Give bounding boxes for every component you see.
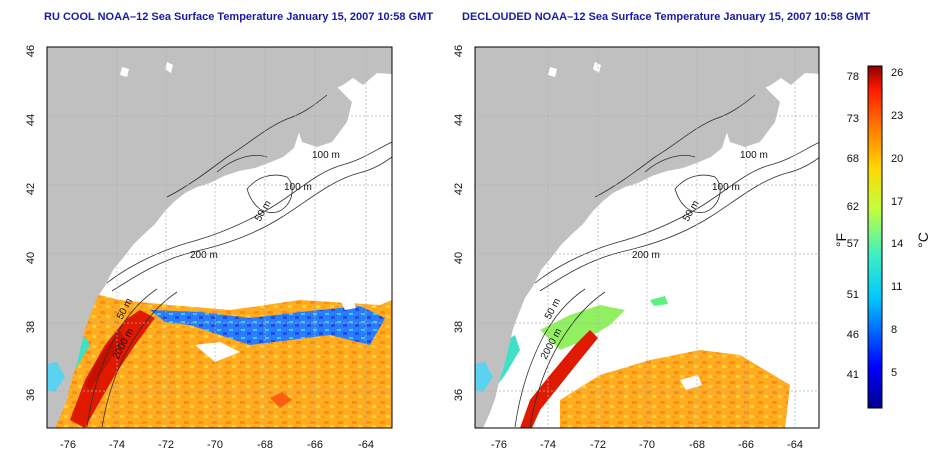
f-tick-label: 51 xyxy=(847,289,859,301)
right-map-frame xyxy=(474,46,820,429)
lat-tick-label: 40 xyxy=(453,252,465,264)
left-panel-title: RU COOL NOAA–12 Sea Surface Temperature … xyxy=(44,11,434,23)
c-tick-label: 8 xyxy=(891,324,897,336)
lat-tick-label: 40 xyxy=(25,252,37,264)
left-sst-cool-band xyxy=(150,306,385,345)
right-map: 100 m 100 m 50 m 200 m 50 m 2000 m 36 38… xyxy=(453,45,820,451)
colorbar-f-ticks: 78 73 68 62 57 51 46 41 xyxy=(847,71,859,381)
lon-tick-label: -70 xyxy=(207,439,223,451)
left-grid xyxy=(47,47,392,428)
right-lon-axis: -76 -74 -72 -70 -68 -66 -64 xyxy=(491,439,803,451)
lon-tick-label: -70 xyxy=(639,439,655,451)
c-tick-label: 26 xyxy=(891,67,903,79)
c-tick-label: 5 xyxy=(891,367,897,379)
lon-tick-label: -68 xyxy=(257,439,273,451)
left-map: 100 m 100 m 50 m 200 m 50 m 2000 m 36 38… xyxy=(25,45,393,451)
lat-tick-label: 44 xyxy=(453,114,465,126)
lon-tick-label: -76 xyxy=(60,439,76,451)
lat-tick-label: 36 xyxy=(453,389,465,401)
lat-tick-label: 42 xyxy=(25,183,37,195)
right-sst-warm xyxy=(560,350,790,428)
lon-tick-label: -68 xyxy=(689,439,705,451)
contour-label: 100 m xyxy=(740,150,768,161)
lat-tick-label: 38 xyxy=(453,321,465,333)
left-lon-axis: -76 -74 -72 -70 -68 -66 -64 xyxy=(60,439,374,451)
contour-label: 200 m xyxy=(632,250,660,261)
lon-tick-label: -76 xyxy=(491,439,507,451)
lon-tick-label: -72 xyxy=(158,439,174,451)
colorbar-scale xyxy=(867,65,883,409)
lon-tick-label: -74 xyxy=(540,439,556,451)
colorbar-c-ticks: 26 23 20 17 14 11 8 5 xyxy=(891,67,903,379)
lat-tick-label: 46 xyxy=(453,45,465,57)
c-tick-label: 23 xyxy=(891,110,903,122)
c-tick-label: 17 xyxy=(891,196,903,208)
right-panel-title: DECLOUDED NOAA–12 Sea Surface Temperatur… xyxy=(462,11,871,23)
f-tick-label: 41 xyxy=(847,369,859,381)
colorbar-f-unit: °F xyxy=(833,233,849,247)
lon-tick-label: -66 xyxy=(307,439,323,451)
contour-label: 100 m xyxy=(712,182,740,193)
lat-tick-label: 38 xyxy=(25,321,37,333)
right-sst-gulfstream xyxy=(520,330,598,428)
right-sst-mid xyxy=(540,305,625,350)
lat-tick-label: 46 xyxy=(25,45,37,57)
lat-tick-label: 42 xyxy=(453,183,465,195)
lon-tick-label: -74 xyxy=(109,439,125,451)
lat-tick-label: 44 xyxy=(25,114,37,126)
c-tick-label: 11 xyxy=(891,281,902,293)
right-grid xyxy=(475,47,819,428)
f-tick-label: 57 xyxy=(847,238,859,250)
lon-tick-label: -66 xyxy=(738,439,754,451)
c-tick-label: 20 xyxy=(891,153,903,165)
left-lat-axis: 36 38 40 42 44 46 xyxy=(25,45,37,401)
lat-tick-label: 36 xyxy=(25,389,37,401)
lon-tick-label: -64 xyxy=(358,439,374,451)
c-tick-label: 14 xyxy=(891,238,903,250)
lon-tick-label: -64 xyxy=(787,439,803,451)
lon-tick-label: -72 xyxy=(590,439,606,451)
f-tick-label: 62 xyxy=(847,201,859,213)
colorbar-c-unit: °C xyxy=(915,232,931,248)
f-tick-label: 68 xyxy=(847,153,859,165)
contour-label: 100 m xyxy=(312,150,340,161)
f-tick-label: 78 xyxy=(847,71,859,83)
contour-label: 100 m xyxy=(284,182,312,193)
colorbar: 78 73 68 62 57 51 46 41 26 23 20 17 14 1… xyxy=(833,65,931,409)
f-tick-label: 73 xyxy=(847,113,859,125)
left-map-frame xyxy=(46,46,393,429)
f-tick-label: 46 xyxy=(847,329,859,341)
right-lat-axis: 36 38 40 42 44 46 xyxy=(453,45,465,401)
contour-label: 200 m xyxy=(190,250,218,261)
